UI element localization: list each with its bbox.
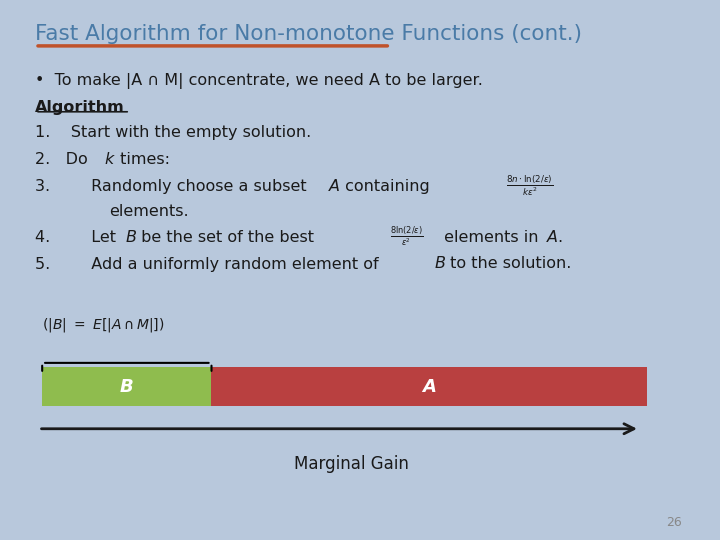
Text: B: B — [434, 256, 446, 272]
Text: 26: 26 — [666, 516, 682, 529]
Text: times:: times: — [114, 152, 170, 167]
Text: $(|B|\ =\ E[|A \cap M|])$: $(|B|\ =\ E[|A \cap M|])$ — [42, 316, 165, 334]
Text: A: A — [422, 377, 436, 396]
Text: 3.        Randomly choose a subset: 3. Randomly choose a subset — [35, 179, 312, 194]
Text: Marginal Gain: Marginal Gain — [294, 455, 409, 472]
Text: Algorithm: Algorithm — [35, 100, 125, 115]
Text: A: A — [329, 179, 340, 194]
Text: containing: containing — [340, 179, 429, 194]
Text: k: k — [104, 152, 113, 167]
Text: •  To make |A ∩ M| concentrate, we need A to be larger.: • To make |A ∩ M| concentrate, we need A… — [35, 73, 483, 89]
Text: A: A — [547, 230, 558, 245]
Text: 5.        Add a uniformly random element of: 5. Add a uniformly random element of — [35, 256, 384, 272]
Text: Fast Algorithm for Non-monotone Functions (cont.): Fast Algorithm for Non-monotone Function… — [35, 24, 582, 44]
Text: be the set of the best: be the set of the best — [135, 230, 314, 245]
Text: 2.   Do: 2. Do — [35, 152, 93, 167]
Text: $\frac{8\ln(2/\varepsilon)}{\varepsilon^2}$: $\frac{8\ln(2/\varepsilon)}{\varepsilon^… — [390, 224, 424, 248]
Text: 1.    Start with the empty solution.: 1. Start with the empty solution. — [35, 125, 312, 140]
Text: .: . — [557, 230, 563, 245]
FancyBboxPatch shape — [212, 367, 647, 406]
Text: elements in: elements in — [439, 230, 544, 245]
Text: 4.        Let: 4. Let — [35, 230, 121, 245]
Text: B: B — [120, 377, 134, 396]
FancyBboxPatch shape — [42, 367, 212, 406]
Text: to the solution.: to the solution. — [445, 256, 572, 272]
Text: elements.: elements. — [109, 204, 189, 219]
Text: B: B — [125, 230, 136, 245]
Text: $\frac{8n \cdot \ln(2/\varepsilon)}{k\varepsilon^2}$: $\frac{8n \cdot \ln(2/\varepsilon)}{k\va… — [506, 174, 554, 198]
